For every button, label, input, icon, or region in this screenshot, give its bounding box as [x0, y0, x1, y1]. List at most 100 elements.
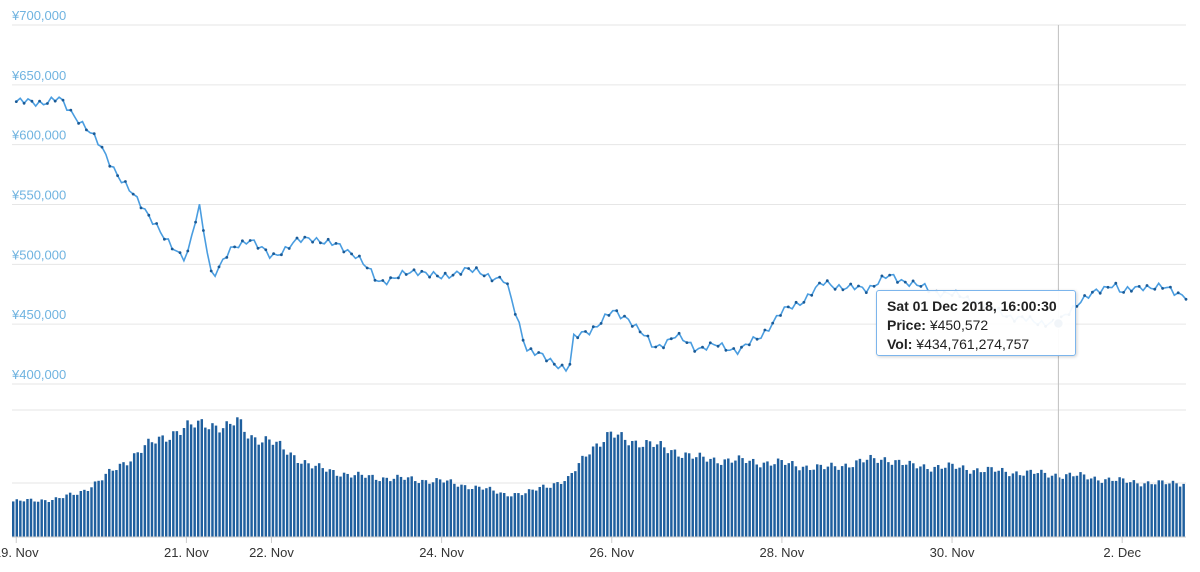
volume-bar — [1100, 482, 1104, 537]
volume-bar — [641, 446, 645, 537]
price-point — [170, 247, 174, 251]
volume-bar — [904, 464, 908, 537]
volume-bar — [1075, 475, 1079, 537]
price-point — [280, 253, 283, 257]
volume-bar — [463, 485, 467, 537]
volume-bar — [673, 449, 677, 537]
volume-bar — [723, 459, 726, 537]
volume-bar — [1040, 469, 1043, 537]
volume-bar — [705, 461, 709, 537]
volume-bar — [865, 459, 869, 537]
volume-bar — [780, 460, 783, 537]
volume-bar — [986, 466, 990, 537]
price-point — [14, 100, 18, 103]
price-point — [506, 282, 509, 286]
tooltip-price-label: Price: — [887, 317, 926, 333]
volume-bar — [965, 469, 968, 537]
price-point — [1130, 289, 1133, 293]
y-tick-label: ¥700,000 — [11, 8, 66, 23]
price-point — [85, 128, 88, 132]
volume-bar — [762, 462, 766, 537]
volume-bar — [367, 475, 371, 537]
volume-bar — [1182, 483, 1185, 537]
volume-bar — [310, 468, 314, 537]
volume-bar — [862, 462, 865, 537]
volume-bar — [1125, 482, 1128, 537]
price-point — [677, 331, 681, 335]
volume-bar — [652, 446, 655, 537]
volume-bar — [1139, 486, 1143, 537]
volume-bar — [1018, 475, 1022, 537]
volume-bar — [1121, 478, 1125, 537]
price-point — [1098, 291, 1102, 295]
volume-bar — [250, 435, 253, 537]
price-point — [818, 281, 821, 285]
volume-bar — [638, 447, 641, 537]
volume-bar — [691, 458, 694, 537]
price-point — [638, 330, 642, 334]
price-point — [1161, 287, 1164, 290]
volume-bar — [1082, 474, 1086, 537]
price-point — [755, 337, 759, 341]
volume-bar — [246, 438, 250, 537]
price-point — [1184, 297, 1188, 301]
volume-bar — [492, 490, 495, 537]
volume-bar — [381, 477, 385, 537]
volume-bar — [759, 467, 762, 537]
price-point — [233, 245, 237, 249]
volume-bar — [132, 453, 136, 537]
volume-bar — [502, 493, 506, 537]
volume-bar — [47, 502, 51, 537]
volume-bar — [591, 446, 595, 537]
price-point — [451, 273, 455, 277]
volume-bar — [538, 486, 541, 537]
price-point — [560, 363, 564, 367]
volume-bar — [229, 423, 232, 537]
volume-bar — [655, 444, 659, 537]
volume-bar — [1129, 482, 1132, 537]
volume-bar — [325, 471, 328, 537]
volume-bar — [453, 483, 456, 537]
volume-bar — [926, 469, 929, 537]
price-point — [303, 235, 307, 239]
volume-bar — [609, 431, 613, 537]
price-y-axis: ¥700,000 ¥650,000 ¥600,000 ¥550,000 ¥500,000… — [11, 8, 66, 382]
volume-bar — [328, 469, 332, 537]
volume-bar — [623, 439, 627, 537]
volume-bar — [727, 458, 730, 537]
volume-bar — [168, 439, 171, 537]
volume-bar — [406, 477, 410, 537]
volume-bar — [766, 461, 769, 537]
volume-bar — [335, 475, 339, 537]
x-axis: 19. Nov 21. Nov 22. Nov 24. Nov 26. Nov 28. N… — [0, 537, 1141, 560]
volume-bar — [438, 479, 442, 537]
price-point — [841, 288, 845, 292]
volume-bar — [1114, 480, 1118, 537]
volume-bar — [826, 466, 830, 537]
volume-bar — [424, 480, 428, 537]
volume-bar — [108, 468, 111, 537]
volume-bar — [357, 471, 360, 537]
price-point — [880, 274, 884, 278]
price-point — [30, 99, 34, 103]
volume-bar — [29, 498, 33, 537]
volume-bar — [968, 473, 972, 537]
volume-bar — [421, 479, 424, 537]
volume-bar — [663, 447, 666, 537]
price-point — [155, 222, 159, 225]
x-tick-label: 2. Dec — [1103, 545, 1141, 560]
volume-bar — [748, 460, 751, 537]
price-point — [1075, 305, 1079, 308]
volume-bar — [709, 458, 712, 537]
price-point — [178, 251, 182, 255]
volume-bar — [527, 489, 531, 537]
volume-bar — [531, 489, 534, 537]
volume-bar — [1079, 472, 1082, 537]
price-point — [61, 98, 65, 102]
volume-bar — [346, 473, 349, 537]
volume-bar — [887, 462, 890, 537]
volume-bar — [431, 482, 435, 537]
volume-bar — [196, 420, 200, 537]
price-point — [22, 101, 26, 105]
price-point — [607, 314, 611, 317]
